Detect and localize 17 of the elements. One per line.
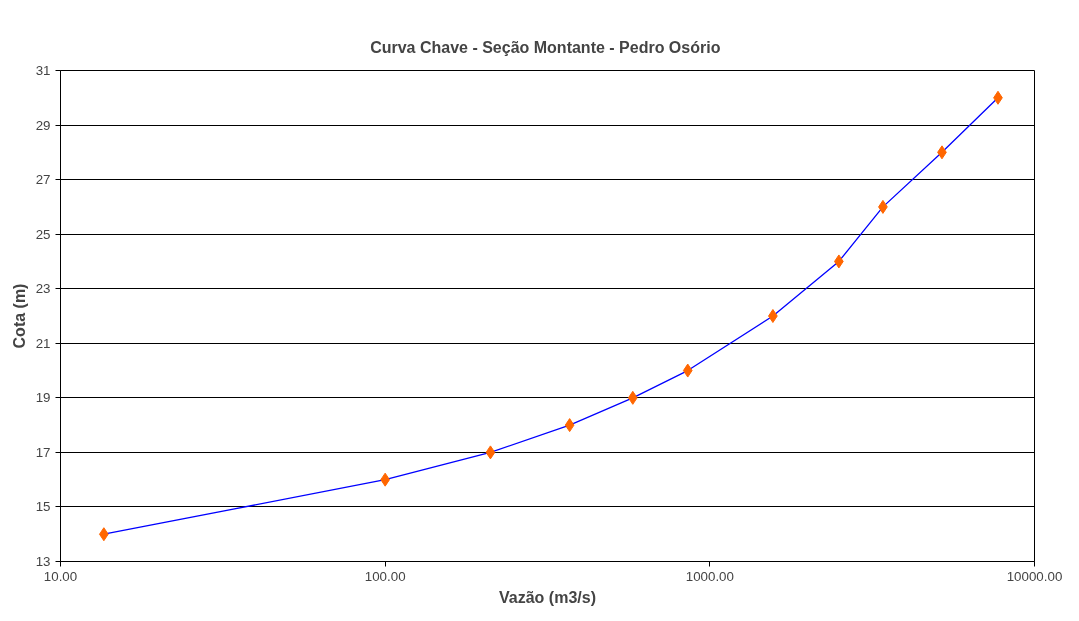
x-tick-label: 10000.00 xyxy=(1006,568,1063,584)
y-tick-label: 23 xyxy=(35,281,51,297)
y-tick-label: 21 xyxy=(35,335,51,351)
x-axis-title: Vazão (m3/s) xyxy=(499,588,596,606)
y-tick-label: 25 xyxy=(35,226,51,242)
y-axis-title: Cota (m) xyxy=(10,283,28,349)
y-tick-label: 15 xyxy=(35,499,51,515)
y-tick-label: 27 xyxy=(35,172,51,188)
chart-title: Curva Chave - Seção Montante - Pedro Osório xyxy=(370,38,721,56)
x-tick-label: 1000.00 xyxy=(685,568,734,584)
y-tick-label: 19 xyxy=(35,390,51,406)
y-tick-label: 29 xyxy=(35,117,51,133)
x-tick-label: 10.00 xyxy=(43,568,78,584)
y-tick-label: 13 xyxy=(35,554,51,569)
x-tick-label: 100.00 xyxy=(364,568,406,584)
y-tick-label: 31 xyxy=(35,63,51,78)
y-tick-label: 17 xyxy=(35,444,51,460)
